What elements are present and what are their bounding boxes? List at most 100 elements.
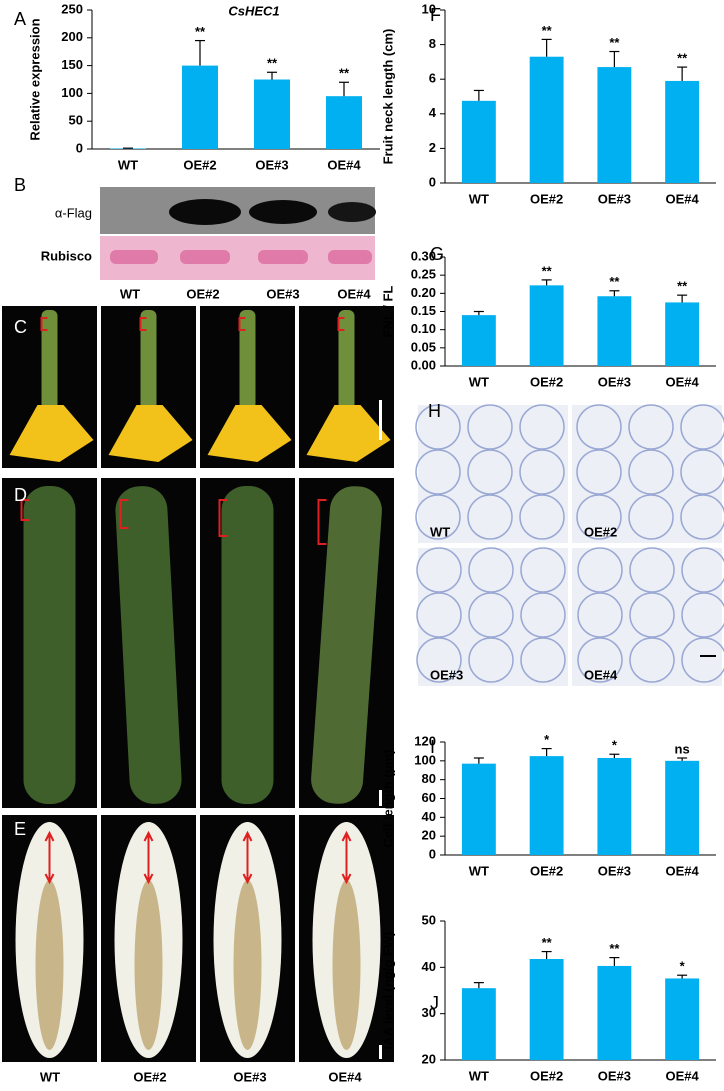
micrograph-label: WT bbox=[430, 524, 450, 539]
cell bbox=[467, 494, 513, 540]
cell bbox=[468, 547, 514, 593]
chart-title: CsHEC1 bbox=[228, 3, 279, 18]
cell bbox=[681, 592, 724, 638]
bar bbox=[597, 67, 632, 183]
micrograph-label: OE#2 bbox=[584, 524, 617, 539]
panel-label: C bbox=[14, 317, 27, 337]
x-tick-label: OE#2 bbox=[530, 374, 563, 389]
cell bbox=[680, 494, 724, 540]
bar bbox=[182, 65, 218, 149]
bracket bbox=[139, 317, 147, 331]
cell bbox=[577, 637, 623, 683]
x-tick-label: OE#2 bbox=[530, 1068, 563, 1083]
cell bbox=[519, 404, 565, 450]
cell bbox=[416, 592, 462, 638]
significance-label: ** bbox=[542, 23, 553, 38]
photo-label: WT bbox=[40, 1069, 60, 1084]
y-tick-label: 50 bbox=[422, 912, 436, 927]
cell bbox=[576, 404, 622, 450]
bracket bbox=[317, 499, 327, 545]
scale-bar bbox=[379, 790, 382, 806]
photo-label: OE#2 bbox=[133, 1069, 166, 1084]
seed-cavity bbox=[35, 880, 64, 1050]
cell bbox=[680, 404, 724, 450]
seed-cavity bbox=[233, 880, 262, 1050]
fruit bbox=[115, 486, 182, 804]
y-axis-label: IAA level (ng/g FW) bbox=[380, 932, 395, 1050]
y-tick-label: 100 bbox=[61, 85, 83, 100]
bar bbox=[665, 302, 700, 366]
bracket bbox=[40, 317, 48, 331]
flower bbox=[108, 405, 193, 462]
x-tick-label: OE#2 bbox=[530, 863, 563, 878]
blot-band bbox=[249, 200, 317, 224]
y-tick-label: 20 bbox=[422, 828, 436, 843]
significance-label: ns bbox=[675, 741, 690, 756]
cell bbox=[416, 637, 462, 683]
x-tick-label: OE#3 bbox=[598, 374, 631, 389]
x-tick-label: OE#4 bbox=[327, 157, 361, 172]
scale-bar bbox=[379, 400, 382, 440]
fruit-stem bbox=[239, 310, 256, 410]
significance-label: ** bbox=[677, 279, 688, 294]
significance-label: ** bbox=[609, 274, 620, 289]
x-tick-label: WT bbox=[469, 1068, 489, 1083]
y-tick-label: 0.15 bbox=[411, 303, 436, 318]
fruit-stem bbox=[338, 310, 355, 410]
bar bbox=[254, 79, 290, 149]
y-tick-label: 40 bbox=[422, 959, 436, 974]
significance-label: * bbox=[544, 732, 550, 747]
x-tick-label: WT bbox=[469, 863, 489, 878]
significance-label: ** bbox=[339, 66, 350, 81]
lane-label: OE#3 bbox=[266, 286, 299, 301]
x-tick-label: OE#4 bbox=[666, 1068, 700, 1083]
y-tick-label: 0 bbox=[429, 846, 436, 861]
x-tick-label: OE#4 bbox=[666, 863, 700, 878]
blot-band bbox=[328, 202, 376, 222]
panel-label: I bbox=[430, 737, 435, 757]
significance-label: ** bbox=[542, 935, 553, 950]
arrow-head bbox=[242, 830, 253, 885]
bar bbox=[665, 760, 700, 855]
micrograph bbox=[572, 548, 722, 686]
significance-label: ** bbox=[267, 56, 278, 71]
flower bbox=[207, 405, 292, 462]
x-tick-label: WT bbox=[469, 374, 489, 389]
cell bbox=[577, 592, 623, 638]
micrograph bbox=[418, 548, 568, 686]
blot-band bbox=[169, 199, 241, 225]
x-tick-label: OE#4 bbox=[666, 374, 700, 389]
y-tick-label: 50 bbox=[69, 113, 83, 128]
cell bbox=[629, 637, 675, 683]
cell bbox=[576, 449, 622, 495]
y-axis-label: Relative expression bbox=[27, 18, 42, 140]
micrograph bbox=[572, 405, 722, 543]
y-tick-label: 60 bbox=[422, 790, 436, 805]
blot-band bbox=[258, 250, 308, 264]
fruit bbox=[311, 486, 382, 804]
significance-label: * bbox=[612, 738, 618, 753]
micrograph-label: OE#4 bbox=[584, 667, 618, 682]
micrograph bbox=[418, 405, 568, 543]
x-tick-label: OE#3 bbox=[598, 191, 631, 206]
cell bbox=[680, 449, 724, 495]
significance-label: ** bbox=[609, 35, 620, 50]
cell bbox=[629, 592, 675, 638]
cell bbox=[520, 547, 566, 593]
cell bbox=[628, 449, 674, 495]
y-tick-label: 0.00 bbox=[411, 357, 436, 372]
photo-label: OE#4 bbox=[328, 1069, 362, 1084]
y-tick-label: 4 bbox=[429, 105, 437, 120]
photo-label: OE#3 bbox=[233, 1069, 266, 1084]
cell bbox=[577, 547, 623, 593]
x-tick-label: WT bbox=[469, 191, 489, 206]
y-tick-label: 0.10 bbox=[411, 321, 436, 336]
bar bbox=[665, 80, 700, 183]
lane-label: OE#4 bbox=[337, 286, 371, 301]
blot-band bbox=[328, 250, 372, 264]
y-tick-label: 40 bbox=[422, 809, 436, 824]
blot-band bbox=[110, 250, 158, 264]
bracket bbox=[20, 499, 30, 521]
panel-label: A bbox=[14, 9, 26, 29]
x-tick-label: OE#2 bbox=[530, 191, 563, 206]
